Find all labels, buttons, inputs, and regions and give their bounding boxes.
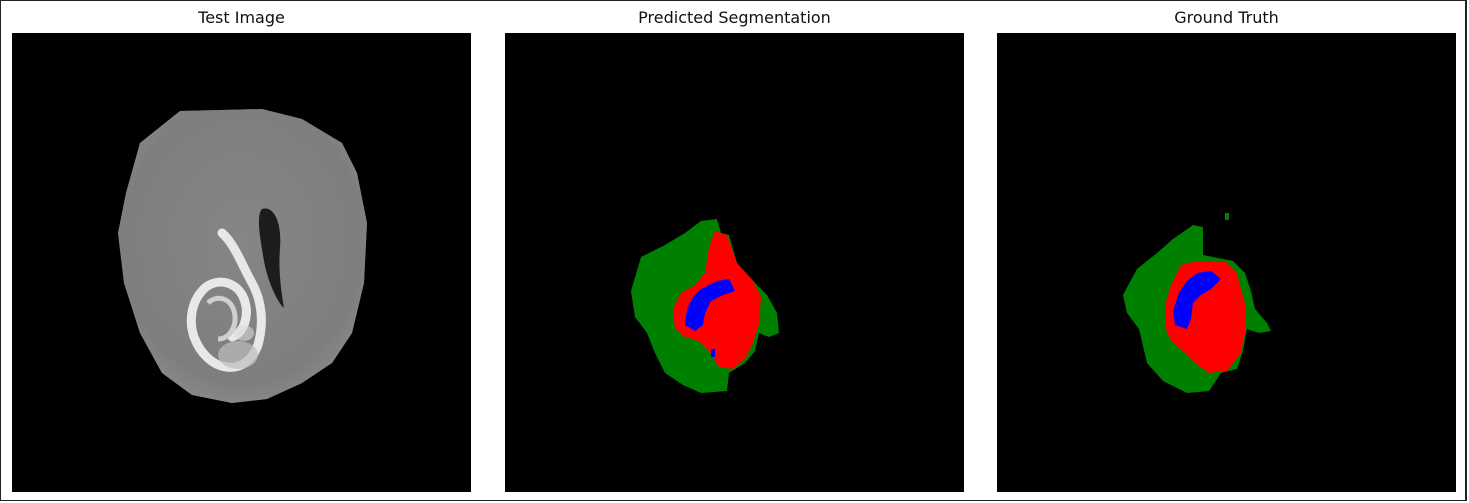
edema-speck <box>1225 213 1229 220</box>
ventricle-region <box>258 208 284 308</box>
panel-test-image: Test Image <box>12 0 471 503</box>
panel-predicted-segmentation: Predicted Segmentation <box>505 0 964 503</box>
necrotic-region <box>685 279 735 331</box>
enhancing-region <box>673 231 761 369</box>
enhancing-lesion <box>186 228 266 372</box>
ground-truth-mask <box>997 33 1456 492</box>
panel-ground-truth: Ground Truth <box>997 0 1456 503</box>
mri-test-image <box>12 33 471 492</box>
panel-title: Predicted Segmentation <box>638 8 831 27</box>
panel-title: Test Image <box>198 8 285 27</box>
necrotic-region <box>1173 271 1221 329</box>
panel-title: Ground Truth <box>1174 8 1279 27</box>
predicted-segmentation-mask <box>505 33 964 492</box>
